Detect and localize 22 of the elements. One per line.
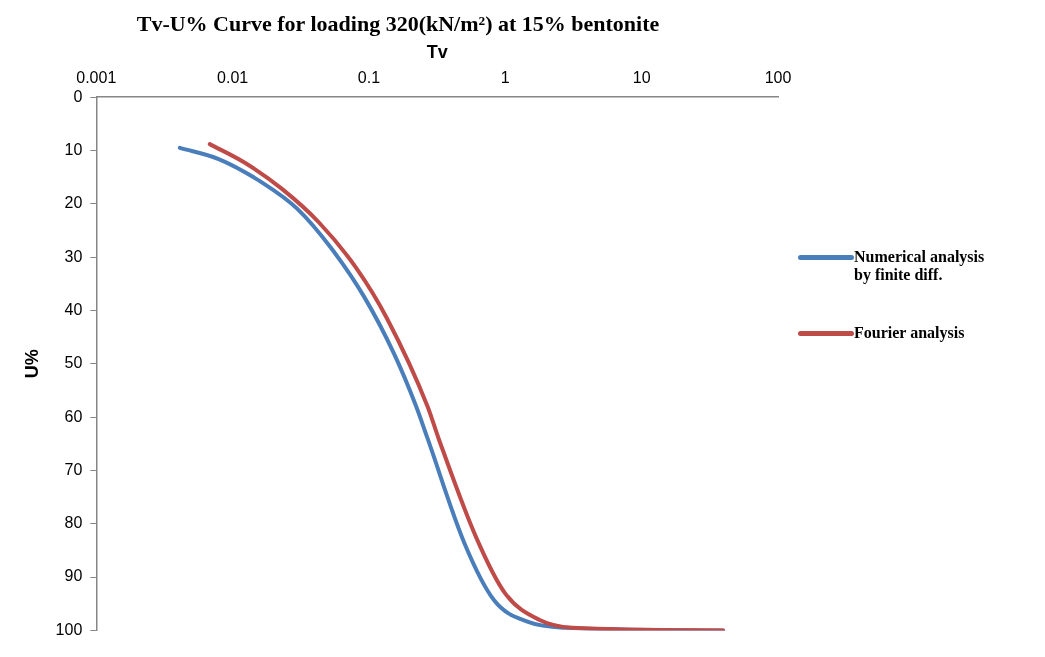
y-tick-label: 40	[64, 300, 83, 318]
y-tick-label: 70	[64, 460, 83, 478]
x-tick-label: 1	[500, 69, 510, 87]
chart-title: Tv-U% Curve for loading 320(kN/m²) at 15% bentonite	[136, 10, 660, 36]
y-tick-label: 80	[64, 514, 83, 532]
x-tick-label: 0.1	[357, 69, 381, 87]
y-tick-label: 0	[73, 87, 83, 105]
legend-label: Numerical analysis by finite diff.	[854, 248, 986, 284]
y-tick-label: 30	[64, 247, 83, 265]
x-tick-label: 0.01	[217, 69, 249, 87]
y-tick-label: 60	[64, 407, 83, 425]
x-tick-label: 100	[764, 69, 792, 87]
y-tick-label: 10	[64, 140, 83, 158]
y-tick-label: 20	[64, 194, 83, 212]
x-tick-label: 0.001	[76, 69, 117, 87]
y-tick-label: 90	[64, 567, 83, 585]
legend-label: Fourier analysis	[854, 324, 965, 342]
y-tick-label: 100	[55, 620, 83, 638]
x-tick-label: 10	[632, 69, 651, 87]
y-tick-label: 50	[64, 354, 83, 372]
x-axis-title: Tv	[426, 42, 448, 63]
y-axis-title: U%	[21, 349, 42, 379]
